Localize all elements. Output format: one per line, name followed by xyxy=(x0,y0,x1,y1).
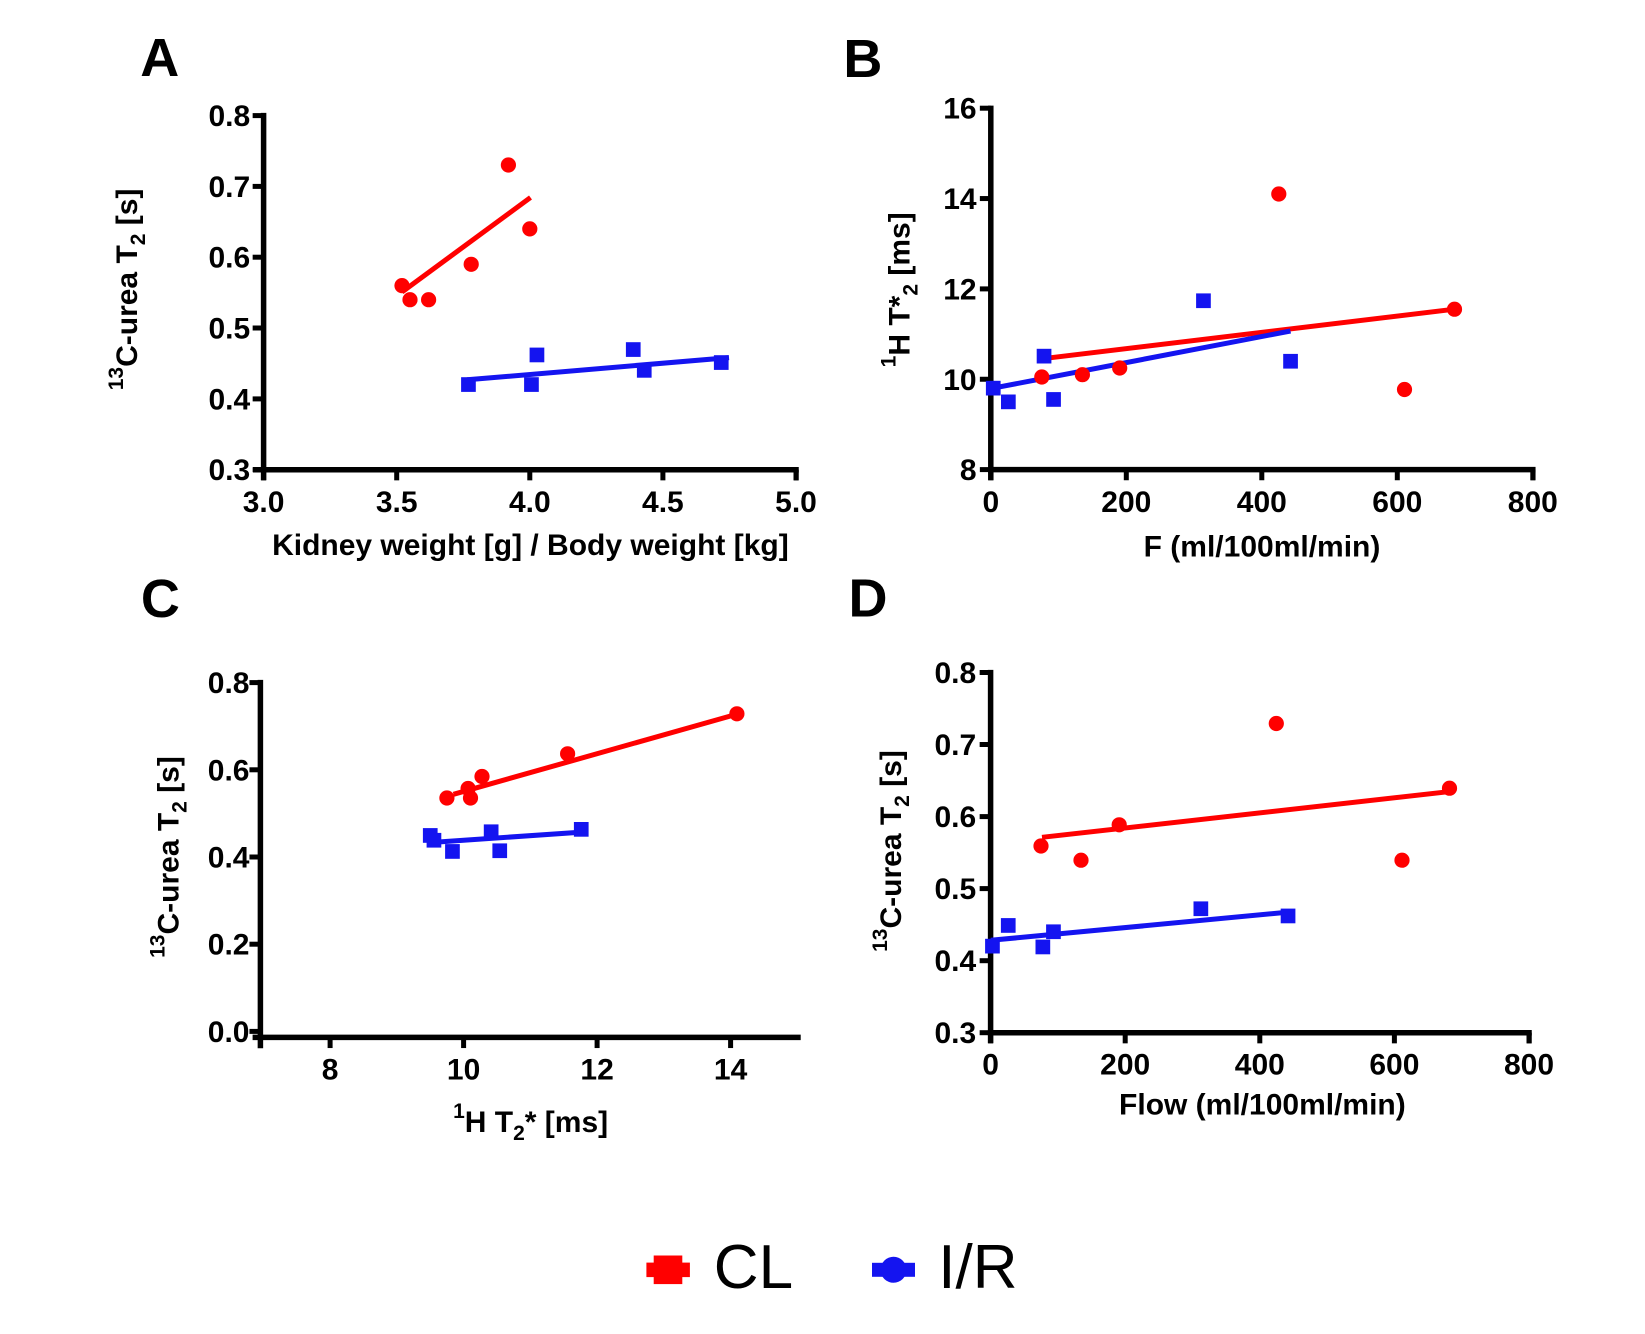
svg-text:0.4: 0.4 xyxy=(208,842,250,875)
svg-text:800: 800 xyxy=(1508,486,1558,519)
svg-text:0.5: 0.5 xyxy=(934,873,976,906)
svg-text:0.8: 0.8 xyxy=(934,657,976,690)
svg-text:Kidney weight [g] / Body weigh: Kidney weight [g] / Body weight [kg] xyxy=(272,529,789,562)
svg-text:0: 0 xyxy=(982,486,999,519)
svg-text:1H T2* [ms]: 1H T2* [ms] xyxy=(453,1100,608,1145)
svg-text:0.6: 0.6 xyxy=(208,242,250,275)
svg-text:3.5: 3.5 xyxy=(376,486,418,519)
svg-text:0: 0 xyxy=(982,1049,999,1082)
svg-text:16: 16 xyxy=(943,93,976,126)
svg-text:13C-urea T2 [s]: 13C-urea T2 [s] xyxy=(147,756,192,958)
svg-text:D: D xyxy=(849,568,888,628)
svg-text:400: 400 xyxy=(1235,1049,1285,1082)
svg-text:3.0: 3.0 xyxy=(243,486,285,519)
svg-text:12: 12 xyxy=(580,1054,613,1087)
svg-text:5.0: 5.0 xyxy=(775,486,817,519)
svg-text:Flow (ml/100ml/min): Flow (ml/100ml/min) xyxy=(1119,1089,1406,1122)
svg-text:1H T*2 [ms]: 1H T*2 [ms] xyxy=(878,212,923,367)
svg-text:0.5: 0.5 xyxy=(208,313,250,346)
svg-text:0.8: 0.8 xyxy=(208,100,250,133)
svg-text:0.3: 0.3 xyxy=(208,454,250,487)
svg-text:200: 200 xyxy=(1101,486,1151,519)
svg-text:0.4: 0.4 xyxy=(934,945,976,978)
svg-text:I/R: I/R xyxy=(938,1233,1017,1302)
svg-text:CL: CL xyxy=(714,1233,793,1302)
svg-text:600: 600 xyxy=(1372,486,1422,519)
svg-text:0.8: 0.8 xyxy=(208,667,250,700)
svg-text:0.6: 0.6 xyxy=(934,801,976,834)
svg-text:0.7: 0.7 xyxy=(208,171,250,204)
svg-text:A: A xyxy=(140,28,179,88)
svg-text:4.0: 4.0 xyxy=(509,486,551,519)
svg-text:C: C xyxy=(141,569,180,629)
svg-text:8: 8 xyxy=(960,454,977,487)
svg-text:F (ml/100ml/min): F (ml/100ml/min) xyxy=(1144,531,1381,564)
svg-text:14: 14 xyxy=(714,1054,748,1087)
svg-text:0.6: 0.6 xyxy=(208,754,250,787)
svg-text:600: 600 xyxy=(1369,1049,1419,1082)
svg-text:14: 14 xyxy=(943,183,977,216)
svg-text:800: 800 xyxy=(1504,1049,1554,1082)
svg-text:4.5: 4.5 xyxy=(642,486,684,519)
svg-text:13C-urea T2 [s]: 13C-urea T2 [s] xyxy=(105,189,150,391)
svg-text:200: 200 xyxy=(1100,1049,1150,1082)
svg-text:0.0: 0.0 xyxy=(208,1016,250,1049)
svg-text:0.2: 0.2 xyxy=(208,929,250,962)
svg-text:B: B xyxy=(843,29,882,89)
svg-text:400: 400 xyxy=(1237,486,1287,519)
svg-text:10: 10 xyxy=(943,364,976,397)
svg-text:10: 10 xyxy=(447,1054,480,1087)
svg-text:0.7: 0.7 xyxy=(934,729,976,762)
svg-text:0.3: 0.3 xyxy=(934,1017,976,1050)
svg-text:0.4: 0.4 xyxy=(208,383,250,416)
svg-text:13C-urea T2 [s]: 13C-urea T2 [s] xyxy=(869,750,914,952)
svg-text:12: 12 xyxy=(943,273,976,306)
svg-text:8: 8 xyxy=(322,1054,339,1087)
